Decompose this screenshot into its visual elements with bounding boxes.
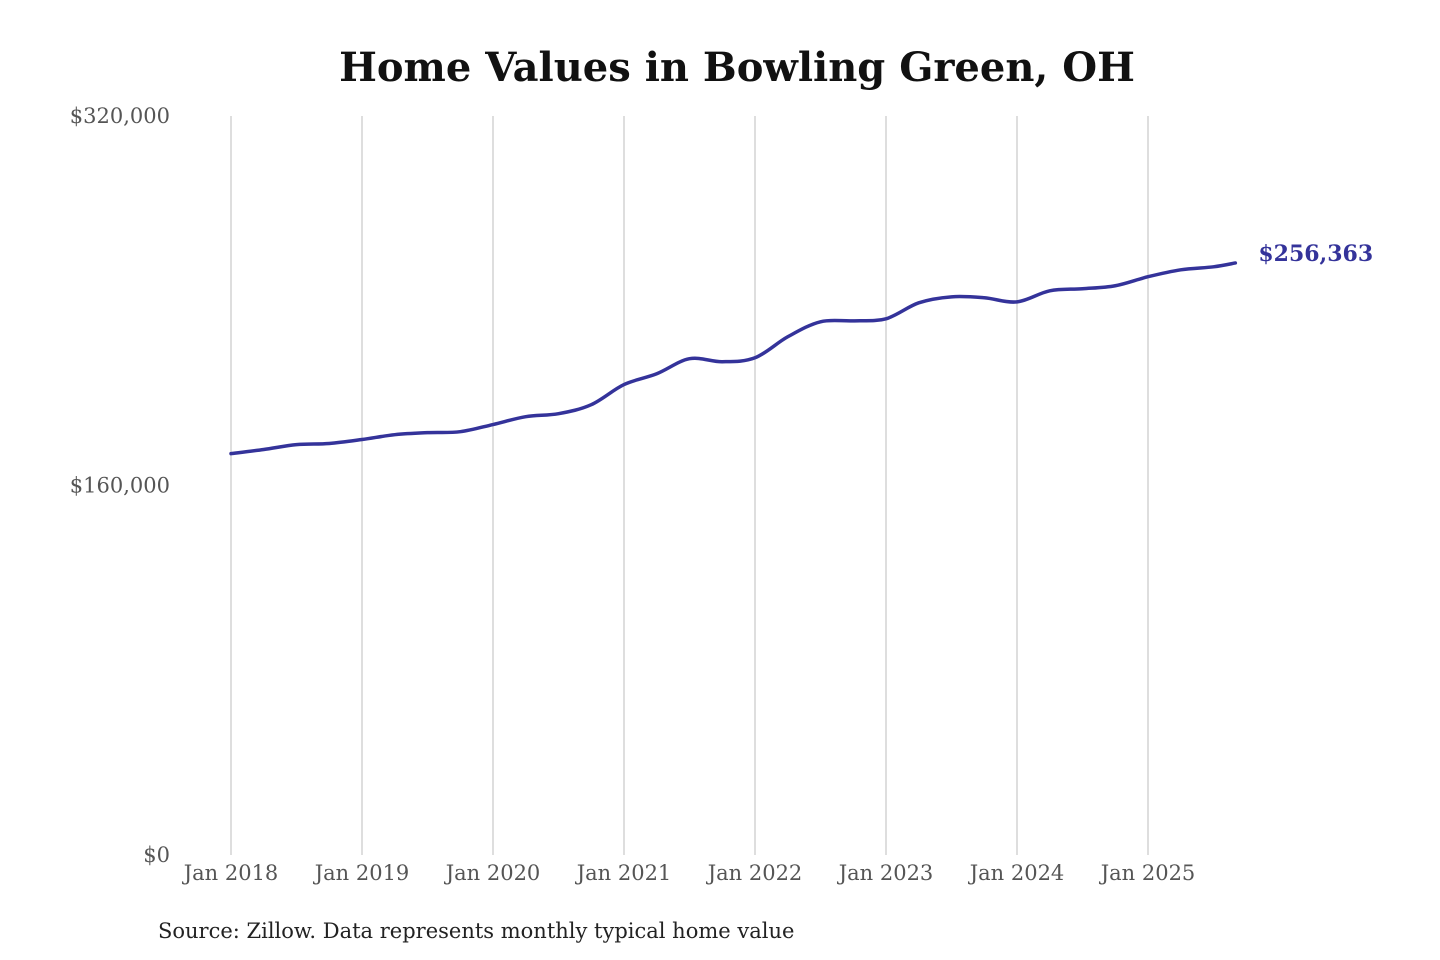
- x-tick-label: Jan 2023: [837, 861, 934, 885]
- y-axis: $0 $160,000 $320,000: [70, 104, 170, 867]
- x-tick-label: Jan 2024: [968, 861, 1065, 885]
- end-value-label: $256,363: [1258, 241, 1373, 267]
- source-note: Source: Zillow. Data represents monthly …: [158, 919, 794, 943]
- y-tick-label: $160,000: [70, 474, 170, 498]
- x-tick-label: Jan 2022: [706, 861, 803, 885]
- x-tick-label: Jan 2021: [575, 861, 672, 885]
- x-tick-label: Jan 2019: [313, 861, 410, 885]
- chart-title: Home Values in Bowling Green, OH: [339, 44, 1135, 91]
- y-tick-label: $320,000: [70, 104, 170, 128]
- x-tick-label: Jan 2025: [1099, 861, 1196, 885]
- gridlines: [230, 116, 1149, 855]
- x-tick-label: Jan 2018: [182, 861, 279, 885]
- x-tick-label: Jan 2020: [444, 861, 541, 885]
- series-line: [229, 261, 1238, 456]
- y-tick-label: $0: [143, 843, 170, 867]
- x-axis: Jan 2018 Jan 2019 Jan 2020 Jan 2021 Jan 2022…: [182, 861, 1196, 885]
